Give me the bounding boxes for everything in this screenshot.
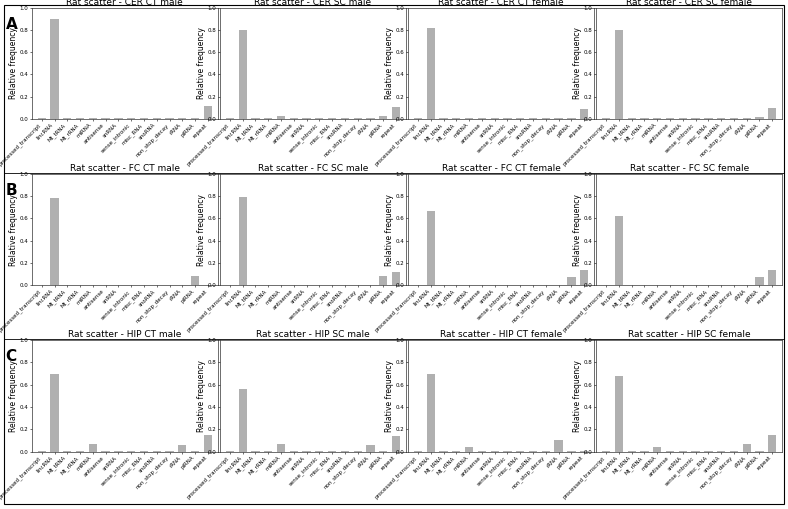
Bar xyxy=(50,374,58,451)
Bar xyxy=(756,117,764,119)
Text: B: B xyxy=(6,183,17,198)
Y-axis label: Relative frequency: Relative frequency xyxy=(574,27,582,99)
Y-axis label: Relative frequency: Relative frequency xyxy=(9,27,18,99)
Title: Rat scatter - CER CT male: Rat scatter - CER CT male xyxy=(66,0,183,7)
Bar xyxy=(277,444,285,451)
Bar xyxy=(768,108,776,119)
Bar xyxy=(426,374,435,451)
Title: Rat scatter - FC CT female: Rat scatter - FC CT female xyxy=(441,164,560,173)
Bar xyxy=(615,216,623,285)
Bar xyxy=(89,444,97,451)
Title: Rat scatter - HIP CT female: Rat scatter - HIP CT female xyxy=(440,330,562,340)
Y-axis label: Relative frequency: Relative frequency xyxy=(197,193,206,266)
Title: Rat scatter - HIP SC male: Rat scatter - HIP SC male xyxy=(256,330,370,340)
Bar xyxy=(204,435,212,451)
Title: Rat scatter - FC CT male: Rat scatter - FC CT male xyxy=(70,164,180,173)
Bar xyxy=(379,116,388,119)
Y-axis label: Relative frequency: Relative frequency xyxy=(574,360,582,432)
Bar xyxy=(567,277,575,285)
Y-axis label: Relative frequency: Relative frequency xyxy=(385,193,394,266)
Y-axis label: Relative frequency: Relative frequency xyxy=(9,193,18,266)
Text: A: A xyxy=(6,16,17,32)
Bar xyxy=(50,19,58,119)
Bar xyxy=(580,270,589,285)
Y-axis label: Relative frequency: Relative frequency xyxy=(385,360,394,432)
Bar xyxy=(50,199,58,285)
Bar xyxy=(756,277,764,285)
Bar xyxy=(580,109,589,119)
Y-axis label: Relative frequency: Relative frequency xyxy=(197,27,206,99)
Bar xyxy=(555,440,563,451)
Title: Rat scatter - CER SC female: Rat scatter - CER SC female xyxy=(626,0,753,7)
Bar xyxy=(239,30,247,119)
Title: Rat scatter - HIP SC female: Rat scatter - HIP SC female xyxy=(628,330,750,340)
Bar xyxy=(426,27,435,119)
Title: Rat scatter - CER CT female: Rat scatter - CER CT female xyxy=(438,0,564,7)
Bar xyxy=(465,447,474,451)
Bar xyxy=(768,435,776,451)
Bar xyxy=(392,272,400,285)
Y-axis label: Relative frequency: Relative frequency xyxy=(385,27,394,99)
Y-axis label: Relative frequency: Relative frequency xyxy=(9,360,18,432)
Bar xyxy=(615,376,623,451)
Title: Rat scatter - HIP CT male: Rat scatter - HIP CT male xyxy=(68,330,181,340)
Bar xyxy=(768,270,776,285)
Bar xyxy=(392,436,400,451)
Bar xyxy=(239,389,247,451)
Bar xyxy=(742,444,751,451)
Bar xyxy=(392,107,400,119)
Bar xyxy=(191,276,199,285)
Bar xyxy=(379,276,388,285)
Bar xyxy=(178,445,187,451)
Title: Rat scatter - FC SC male: Rat scatter - FC SC male xyxy=(258,164,368,173)
Bar xyxy=(366,445,374,451)
Bar xyxy=(615,30,623,119)
Y-axis label: Relative frequency: Relative frequency xyxy=(574,193,582,266)
Bar xyxy=(239,197,247,285)
Text: C: C xyxy=(6,349,17,364)
Title: Rat scatter - CER SC male: Rat scatter - CER SC male xyxy=(255,0,371,7)
Bar xyxy=(204,105,212,119)
Bar xyxy=(277,116,285,119)
Bar xyxy=(653,447,661,451)
Y-axis label: Relative frequency: Relative frequency xyxy=(197,360,206,432)
Bar xyxy=(426,211,435,285)
Title: Rat scatter - FC SC female: Rat scatter - FC SC female xyxy=(630,164,749,173)
